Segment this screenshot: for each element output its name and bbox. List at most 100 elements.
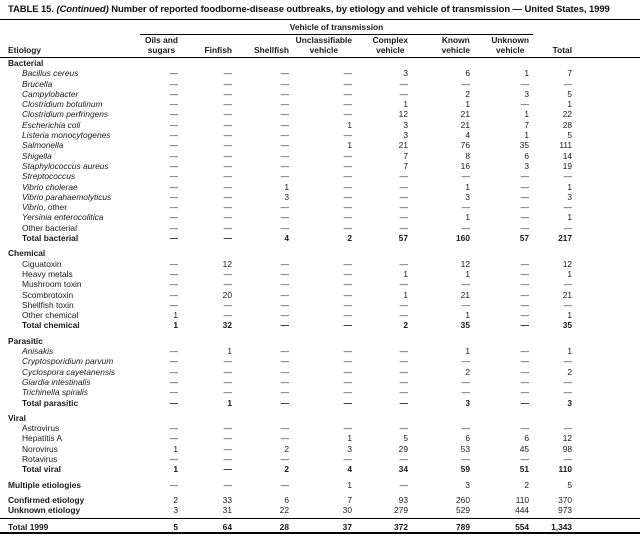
- value-cell: —: [399, 479, 408, 490]
- value-cell: —: [520, 346, 530, 357]
- filler-cell: [576, 464, 640, 474]
- value-cell: —: [520, 299, 530, 310]
- filler-cell: [576, 479, 640, 489]
- value-cell: 21: [460, 289, 470, 300]
- table-row: Giardia intestinalis — — — — — — — —: [0, 377, 640, 387]
- value-cell: —: [169, 268, 178, 279]
- value-cell: —: [223, 376, 232, 387]
- value-cell: —: [169, 433, 178, 444]
- etiology-label: Listeria monocytogenes: [22, 130, 111, 141]
- filler-cell: [576, 310, 640, 320]
- value-cell: —: [461, 279, 470, 290]
- value-cell: 3: [465, 479, 470, 490]
- value-cell: —: [343, 191, 352, 202]
- value-cell: —: [223, 212, 232, 223]
- table-row: Norovirus 1 — 2 3 29 53 45 98: [0, 444, 640, 454]
- value-cell: —: [343, 397, 352, 408]
- value-cell: —: [280, 479, 289, 490]
- etiology-label: Clostridium perfringens: [22, 109, 109, 120]
- value-cell: —: [343, 181, 352, 192]
- filler-cell: [576, 377, 640, 387]
- value-cell: —: [169, 356, 178, 367]
- table-title-continued: (Continued): [56, 4, 109, 15]
- value-cell: 1: [465, 99, 470, 110]
- value-cell: —: [563, 453, 573, 464]
- table-row: Anisakis — 1 — — — 1 — 1: [0, 346, 640, 356]
- value-cell: —: [169, 78, 178, 89]
- table-row: Salmonella — — — 1 21 76 35 111: [0, 140, 640, 150]
- value-cell: —: [223, 479, 232, 490]
- etiology-label: Trichinella spiralis: [22, 387, 88, 398]
- value-cell: —: [223, 88, 232, 99]
- etiology-label: Other bacterial: [22, 222, 77, 233]
- value-cell: —: [223, 268, 232, 279]
- col-header-oils-and-sugars: Oils and sugars: [140, 34, 182, 58]
- value-cell: 16: [460, 160, 470, 171]
- filler-cell: [576, 161, 640, 171]
- value-cell: —: [461, 376, 470, 387]
- value-cell: —: [520, 376, 530, 387]
- etiology-label: Salmonella: [22, 140, 64, 151]
- value-cell: 111: [559, 140, 573, 151]
- value-cell: —: [280, 258, 289, 269]
- table-row: Total parasitic — 1 — — — 3 — 3: [0, 397, 640, 408]
- value-cell: —: [399, 191, 408, 202]
- value-cell: 2: [465, 88, 470, 99]
- value-cell: —: [399, 376, 408, 387]
- value-cell: 1: [465, 181, 470, 192]
- table-row: Staphylococcus aureus — — — — 7 16 3 19: [0, 161, 640, 171]
- filler-cell: [576, 212, 640, 222]
- value-cell: —: [343, 310, 352, 321]
- value-cell: —: [280, 222, 289, 233]
- value-cell: 1: [173, 320, 178, 331]
- etiology-label: Heavy metals: [22, 268, 73, 279]
- value-cell: —: [280, 376, 289, 387]
- col-header-label: Unclassifiable vehicle: [295, 34, 352, 55]
- value-cell: —: [169, 191, 178, 202]
- table-row: Clostridium perfringens — — — — 12 21 1 22: [0, 109, 640, 119]
- value-cell: 370: [558, 494, 573, 505]
- value-cell: —: [169, 212, 178, 223]
- spanner-spacer: [533, 22, 640, 35]
- filler-cell: [576, 320, 640, 330]
- value-cell: —: [461, 453, 470, 464]
- value-cell: 1: [403, 268, 408, 279]
- value-cell: 1,343: [533, 518, 577, 535]
- value-cell: —: [399, 222, 408, 233]
- value-cell: 93: [398, 494, 408, 505]
- etiology-label: Vibrio, other: [22, 202, 68, 213]
- value-cell: 1: [173, 310, 178, 321]
- value-cell: —: [169, 119, 178, 130]
- value-cell: —: [343, 376, 352, 387]
- etiology-label: Giardia intestinalis: [22, 376, 91, 387]
- value-cell: 3: [524, 88, 530, 99]
- table-row: Total bacterial — — 4 2 57 160 57 217: [0, 233, 640, 243]
- value-cell: 1: [284, 181, 289, 192]
- value-cell: —: [399, 423, 408, 434]
- etiology-label: Chemical: [8, 248, 46, 259]
- value-cell: 51: [519, 464, 530, 475]
- value-cell: 1: [567, 346, 573, 357]
- table-row: Streptococcus — — — — — — — —: [0, 171, 640, 181]
- value-cell: 3: [465, 191, 470, 202]
- value-cell: 2: [284, 464, 289, 475]
- value-cell: —: [169, 181, 178, 192]
- value-cell: 21: [460, 109, 470, 120]
- value-cell: —: [280, 88, 289, 99]
- value-cell: —: [280, 423, 289, 434]
- value-cell: 1: [465, 310, 470, 321]
- value-cell: 5: [403, 433, 408, 444]
- value-cell: —: [520, 212, 530, 223]
- value-cell: —: [169, 99, 178, 110]
- value-cell: —: [343, 258, 352, 269]
- value-cell: —: [280, 320, 289, 331]
- table-row: Hepatitis A — — — 1 5 6 6 12: [0, 433, 640, 443]
- value-cell: —: [343, 130, 352, 141]
- table-row: Heavy metals — — — — 1 1 — 1: [0, 269, 640, 279]
- value-cell: —: [520, 99, 530, 110]
- value-cell: 1: [524, 109, 530, 120]
- filler-cell: [576, 495, 640, 505]
- value-cell: —: [223, 356, 232, 367]
- etiology-label: Shellfish toxin: [22, 299, 74, 310]
- section-header-row: Chemical: [0, 248, 640, 258]
